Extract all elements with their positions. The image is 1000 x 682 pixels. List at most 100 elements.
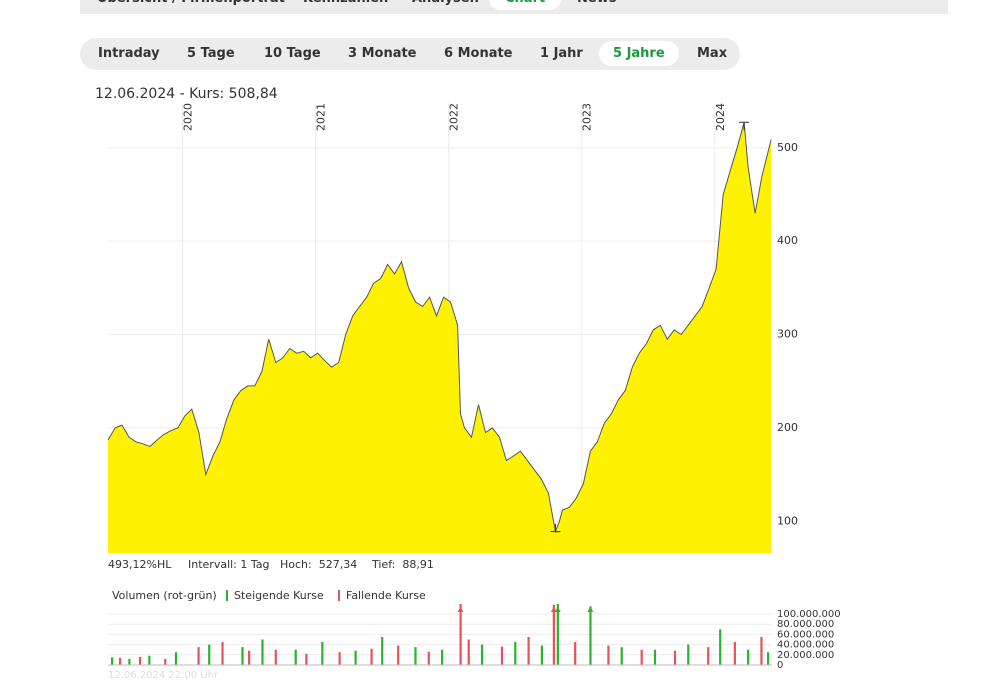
volume-bar [589,606,592,665]
volume-bar [305,653,308,665]
stat-text: 493,12%HL [108,558,172,571]
volume-bar [707,647,710,665]
volume-bar [673,650,677,665]
y-tick-label: 300 [777,328,798,341]
volume-bar [467,639,470,665]
header-text: 12.06.2024 - Kurs: 508,84 [95,86,278,102]
volume-bar [294,649,297,665]
volume-bar [640,649,643,665]
y-tick-label: 500 [777,141,798,154]
volume-bar [540,645,543,665]
volume-bar [370,648,373,665]
volume-bar [620,647,623,665]
legend-label: Fallende Kurse [346,589,426,602]
volume-bar [148,655,151,665]
volume-bar [321,642,324,665]
volume-bar [607,645,610,665]
y-tick-label: 0 [777,660,783,671]
y-tick-label: 100 [777,514,798,527]
nav-tab[interactable]: Kennzahlen [287,0,404,10]
volume-bar [500,646,504,665]
volume-bar [514,642,517,665]
volume-bar [354,650,357,665]
y-tick-label: 200 [777,421,798,434]
volume-bar [427,651,430,665]
volume-bar [248,650,251,665]
volume-bar [552,604,555,665]
volume-bar [118,657,122,665]
y-tick-label: 400 [777,234,798,247]
period-tab[interactable]: 1 Jahr [540,46,583,61]
y-tick-label: 100.000.000 [777,609,841,620]
overflow-arrow [587,607,594,612]
high-marker [739,121,750,131]
stat-text: Intervall: 1 Tag [188,558,270,571]
volume-bar [110,657,114,665]
volume-bar [338,652,341,665]
volume-bar [274,649,277,665]
period-tab[interactable]: 3 Monate [348,46,417,61]
x-tick-label: 2021 [315,103,328,131]
stat-text: Hoch: 527,34 [280,558,357,571]
y-tick-label: 40.000.000 [777,640,834,651]
x-tick-label: 2022 [448,103,461,131]
period-tab[interactable]: Intraday [98,46,160,61]
nav-tab[interactable]: Analysen [396,0,495,10]
nav-tab[interactable]: Übersicht / Firmenporträt [81,0,301,10]
legend-swatch [226,590,228,601]
volume-bar [174,652,178,665]
volume-bar [261,639,264,665]
volume-bar [197,647,200,665]
volume-bar [241,647,244,665]
volume-bar [381,636,384,665]
volume-bar [138,656,142,665]
top-nav: Übersicht / FirmenporträtKennzahlenAnaly… [80,0,948,14]
x-tick-label: 2023 [581,103,594,131]
nav-tab[interactable]: News [561,0,632,10]
volume-bar [653,649,657,665]
overflow-arrow [554,607,561,612]
y-tick-label: 60.000.000 [777,629,834,640]
low-marker [550,523,561,533]
period-tab[interactable]: 10 Tage [264,46,321,61]
legend-swatch [338,590,340,601]
volume-bar [128,658,131,665]
volume-bar [397,645,400,665]
volume-bar [480,644,484,665]
volume-bar [440,649,444,665]
volume-bar [459,604,462,665]
volume-bar [556,604,559,665]
overflow-arrow [457,607,464,612]
period-tab[interactable]: 5 Jahre [599,41,679,66]
volume-bar [747,649,750,665]
volume-bar [733,642,736,665]
volume-bars [110,604,770,665]
overflow-arrow [550,607,557,612]
volume-bar [574,642,577,665]
price-area [108,122,772,554]
y-tick-label: 20.000.000 [777,650,834,661]
volume-bar [527,636,530,665]
timestamp: 12.06.2024 22:00 Uhr [108,670,219,681]
volume-bar [208,644,211,665]
volume-bar [221,642,224,665]
period-tab[interactable]: 5 Tage [187,46,235,61]
legend-label: Steigende Kurse [234,589,324,602]
y-tick-label: 80.000.000 [777,619,834,630]
period-tab[interactable]: Max [697,46,728,61]
volume-bar [760,636,763,665]
period-tab[interactable]: 6 Monate [444,46,513,61]
period-selector: Intraday 5 Tage 10 Tage 3 Monate 6 Monate 1 J… [80,38,740,70]
price-line [107,122,772,534]
volume-bar [767,652,770,665]
volume-bar [164,658,167,665]
volume-bar [414,647,417,665]
x-tick-label: 2024 [714,103,727,131]
stat-text: Tief: 88,91 [371,558,434,571]
volume-title: Volumen (rot-grün) [112,589,217,602]
nav-tab[interactable]: Chart [489,0,562,10]
x-tick-label: 2020 [182,103,195,131]
